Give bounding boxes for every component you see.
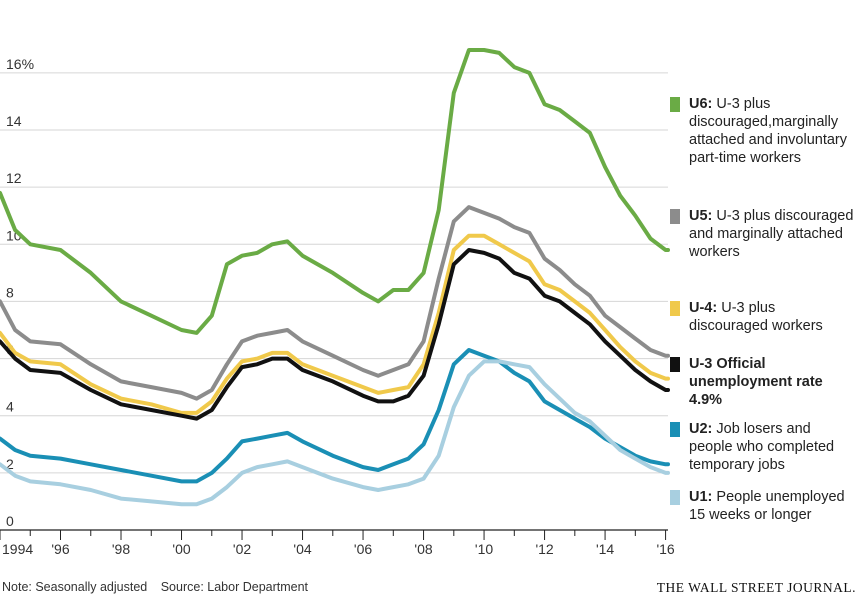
x-tick-label-8: '10 xyxy=(475,541,493,557)
legend-key-u6: U6: xyxy=(689,96,713,112)
legend-swatch-u3 xyxy=(670,357,680,372)
x-tick-label-3: '00 xyxy=(172,541,190,557)
chart-grid xyxy=(0,72,668,531)
y-tick-label-4: 8 xyxy=(6,284,14,300)
series-line-u3 xyxy=(0,248,670,421)
x-tick-label-10: '14 xyxy=(596,541,614,557)
series-line-u1 xyxy=(0,359,670,507)
legend-key-u1: U1: xyxy=(689,489,713,505)
legend-key-u4: U-4: xyxy=(689,300,718,316)
legend-swatch-u6 xyxy=(670,97,680,112)
x-tick-label-4: '02 xyxy=(233,541,251,557)
note-text: Note: Seasonally adjusted xyxy=(2,580,148,594)
legend-key-u3: U-3 Official unemployment rate 4.9% xyxy=(689,356,823,408)
x-tick-label-2: '98 xyxy=(112,541,130,557)
legend-text-u2: Job losers and people who completed temp… xyxy=(689,421,835,473)
x-axis xyxy=(0,529,668,540)
footer-note: Note: Seasonally adjusted Source: Labor … xyxy=(2,580,318,594)
legend-text-u6: U-3 plus discouraged,marginally attached… xyxy=(689,96,847,166)
y-tick-label-7: 14 xyxy=(6,113,22,129)
series-line-u4 xyxy=(0,233,670,415)
y-tick-label-1: 2 xyxy=(6,456,14,472)
x-tick-label-0: 1994 xyxy=(2,541,33,557)
x-tick-label-9: '12 xyxy=(535,541,553,557)
legend-swatch-u5 xyxy=(670,209,680,224)
x-tick-label-7: '08 xyxy=(414,541,432,557)
legend-key-u2: U2: xyxy=(689,421,713,437)
y-tick-label-3: 6 xyxy=(6,342,14,358)
y-tick-label-0: 0 xyxy=(6,513,14,529)
x-axis-labels: 1994 '96 '98 '00 '02 '04 '06 '08 '10 '12 '14 '16 xyxy=(2,541,675,557)
publisher-logo: THE WALL STREET JOURNAL. xyxy=(656,580,856,595)
legend-entry-u4: U-4: U-3 plus discouraged workers xyxy=(670,299,856,335)
legend-entry-u3: U-3 Official unemployment rate 4.9% xyxy=(670,355,856,409)
legend-swatch-u1 xyxy=(670,490,680,505)
y-tick-label-6: 12 xyxy=(6,170,22,186)
series-line-u5 xyxy=(0,205,670,401)
legend-text-u5: U-3 plus discouraged and marginally atta… xyxy=(689,208,854,260)
series-lines xyxy=(0,48,670,507)
y-tick-label-8: 16% xyxy=(6,56,34,72)
legend-swatch-u4 xyxy=(670,301,680,316)
legend-entry-u1: U1: People unemployed 15 weeks or longer xyxy=(670,488,856,524)
x-tick-label-11: '16 xyxy=(656,541,674,557)
legend-entry-u5: U5: U-3 plus discouraged and marginally … xyxy=(670,207,856,261)
x-tick-label-5: '04 xyxy=(293,541,311,557)
legend-entry-u2: U2: Job losers and people who completed … xyxy=(670,420,856,474)
legend-entry-u6: U6: U-3 plus discouraged,marginally atta… xyxy=(670,95,856,167)
series-line-u6 xyxy=(0,48,670,335)
series-line-u2 xyxy=(0,348,670,484)
legend-text-u4: U-3 plus discouraged workers xyxy=(689,300,823,334)
legend-swatch-u2 xyxy=(670,422,680,437)
legend-key-u5: U5: xyxy=(689,208,713,224)
x-tick-label-1: '96 xyxy=(51,541,69,557)
legend-text-u1: People unemployed 15 weeks or longer xyxy=(689,489,845,523)
y-tick-label-2: 4 xyxy=(6,399,14,415)
source-text: Source: Labor Department xyxy=(160,580,309,594)
x-tick-label-6: '06 xyxy=(354,541,372,557)
